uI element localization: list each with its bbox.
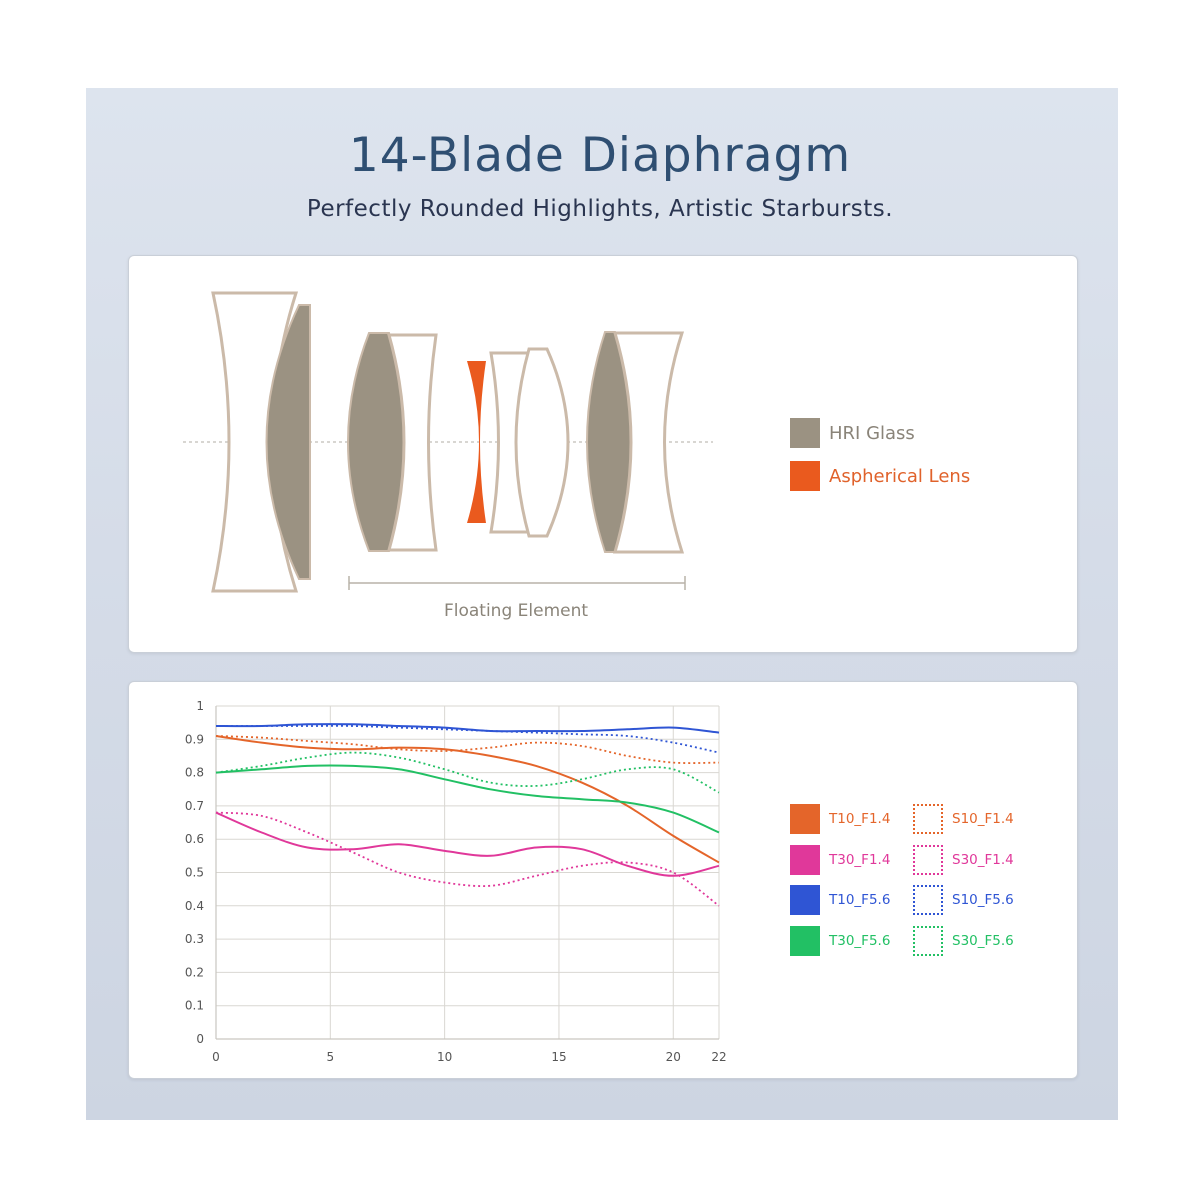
legend-item-s10-f5-6: S10_F5.6 [913,885,1014,915]
x-tick-label: 0 [212,1050,220,1064]
lens-element-9 [612,331,685,554]
lens-diagram-card: Floating Element HRI Glass Aspherical Le… [128,255,1078,653]
hri-glass-swatch [790,418,820,448]
mtf-chart-card: 0 0.1 0.2 0.3 0.4 0.5 0.6 0.7 0.8 0.9 1 0 5 10 15 20 22 … [128,681,1078,1079]
chart-ticks: 00.10.20.30.40.50.60.70.80.910 5 10 15 20 22 [185,699,727,1064]
y-tick-label: 0 [196,1032,204,1046]
mtf-chart: 00.10.20.30.40.50.60.70.80.910 5 10 15 20 22 [185,699,727,1064]
aspherical-lens-element [467,361,486,523]
x-tick-label: 10 [437,1050,452,1064]
legend-label: S30_F5.6 [952,932,1014,949]
x-tick-label: 5 [326,1050,334,1064]
y-tick-label: 0.5 [185,866,204,880]
legend-hri-glass-label: HRI Glass [829,422,915,444]
legend-label: T30_F5.6 [829,932,891,949]
legend-item-s30-f5-6: S30_F5.6 [913,925,1014,956]
legend-item-t30-f1-4: T30_F1.4 [790,844,891,875]
legend-aspherical-lens-label: Aspherical Lens [829,465,971,487]
legend-swatch [913,885,943,915]
page-title: 14-Blade Diaphragm [348,128,852,183]
series-line-s10-f5-6 [215,724,720,754]
chart-series [215,723,720,907]
series-line-t30-f5-6 [215,764,720,834]
y-tick-label: 0.3 [185,932,204,946]
y-tick-label: 0.6 [185,832,204,846]
series-line-s30-f5-6 [215,751,720,794]
legend-label: S30_F1.4 [952,851,1014,868]
hri-lens-element-2 [265,304,311,580]
x-tick-label: 22 [711,1050,726,1064]
legend-swatch [913,844,943,875]
floating-element-label: Floating Element [444,601,588,621]
legend-swatch [913,925,943,956]
legend-swatch [790,804,820,834]
legend-label: T30_F1.4 [829,851,891,868]
lens-element-4 [387,333,438,552]
chart-grid [215,705,720,1040]
legend-swatch [790,885,820,915]
legend-label: S10_F1.4 [952,811,1014,827]
legend-item-t10-f5-6: T10_F5.6 [790,885,890,915]
legend-label: S10_F5.6 [952,892,1014,908]
legend-swatch [790,844,820,875]
y-tick-label: 0.7 [185,799,204,813]
legend-hri-glass: HRI Glass [790,418,915,448]
lens-element-7 [514,347,570,538]
y-tick-label: 0.2 [185,965,204,979]
legend-swatch [790,925,820,956]
lens-diagram: Floating Element [183,291,713,621]
series-line-s10-f1-4 [215,735,720,764]
series-line-s30-f1-4 [215,811,720,907]
x-tick-label: 15 [551,1050,566,1064]
floating-element-bracket [348,576,686,590]
series-line-t30-f1-4 [215,811,720,877]
aspherical-lens-swatch [790,461,820,491]
x-tick-label: 20 [666,1050,681,1064]
legend-aspherical-lens: Aspherical Lens [790,461,970,491]
legend-label: T10_F1.4 [829,811,891,827]
legend-label: T10_F5.6 [829,892,891,908]
y-tick-label: 0.8 [185,766,204,780]
page-subtitle: Perfectly Rounded Highlights, Artistic S… [306,196,894,222]
y-tick-label: 0.9 [185,732,204,746]
series-line-t10-f1-4 [215,734,720,864]
legend-item-t30-f5-6: T30_F5.6 [790,925,891,956]
y-tick-label: 0.4 [185,899,204,913]
legend-item-t10-f1-4: T10_F1.4 [790,804,890,834]
legend-item-s10-f1-4: S10_F1.4 [913,804,1014,834]
y-tick-label: 0.1 [185,999,204,1013]
legend-swatch [913,804,943,834]
y-tick-label: 1 [196,699,204,713]
legend-item-s30-f1-4: S30_F1.4 [913,844,1014,875]
